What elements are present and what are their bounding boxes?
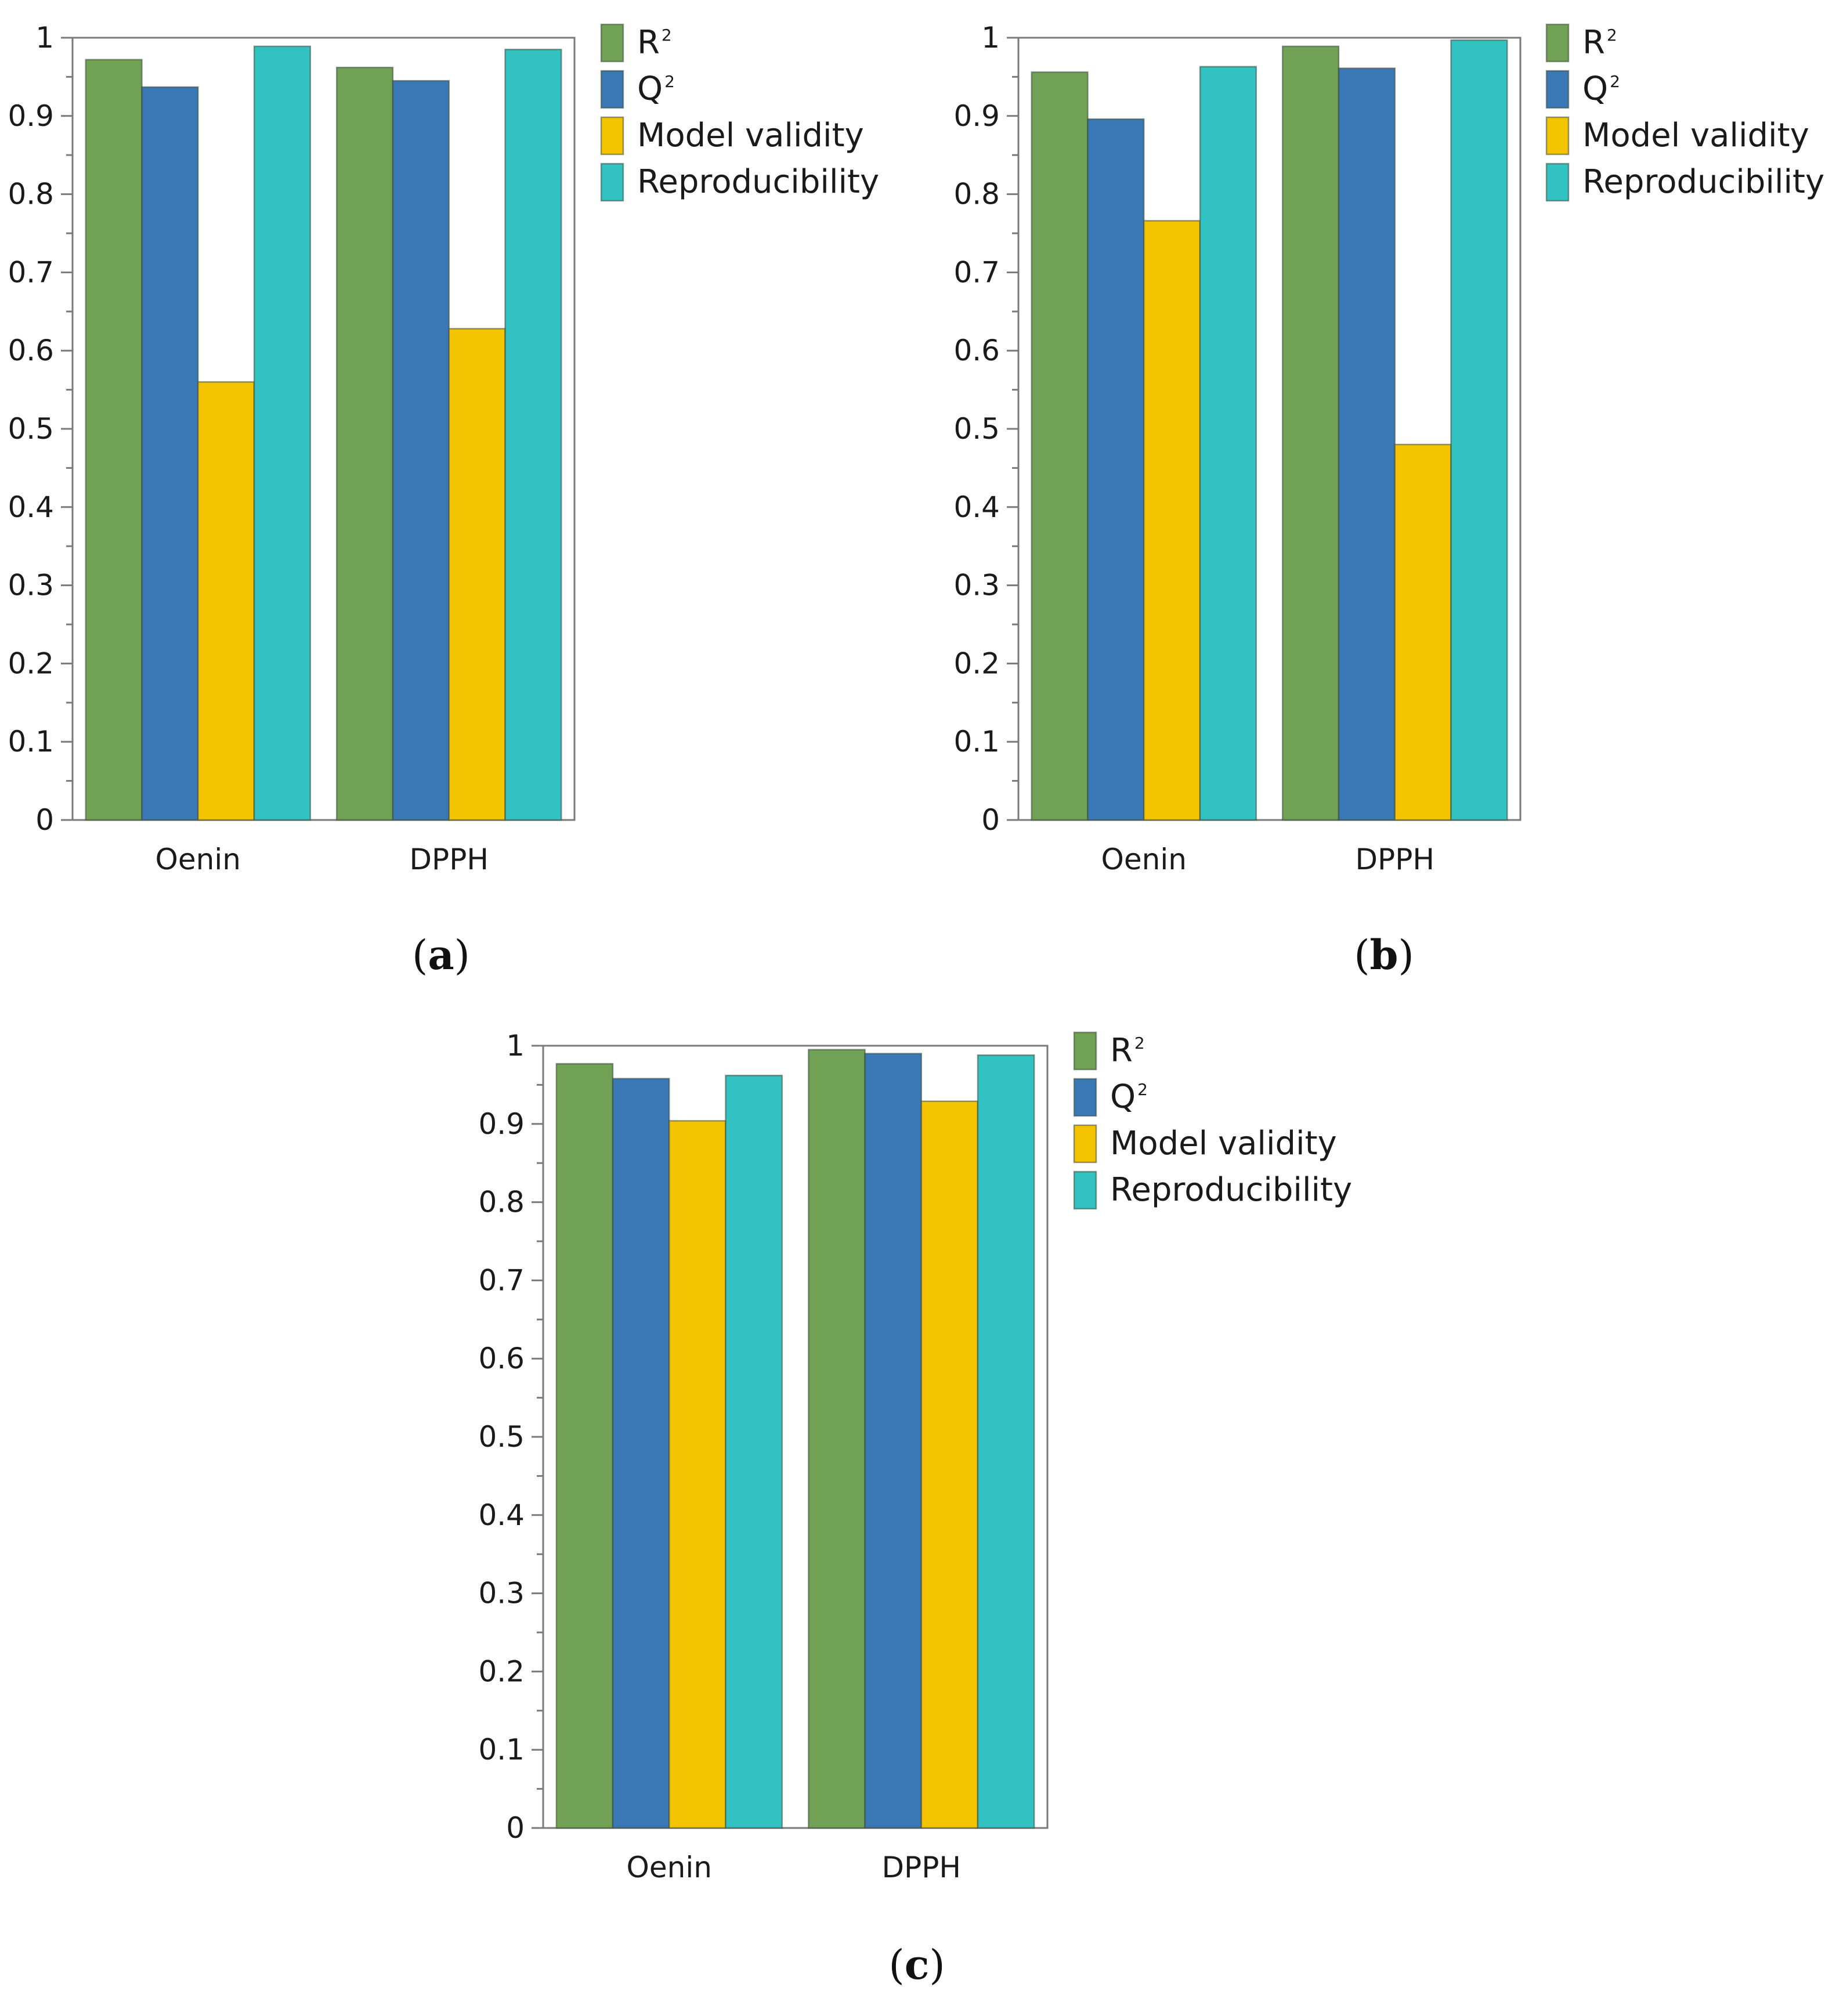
bar-dpph-reproducibility <box>1450 39 1508 821</box>
bar-oenin-model-validity <box>1143 220 1201 821</box>
legend-swatch <box>1073 1124 1097 1164</box>
y-tick-label: 0.4 <box>8 490 54 524</box>
bar-dpph-model-validity <box>448 328 506 821</box>
bar-dpph-r2 <box>335 66 394 821</box>
legend-label: Reproducibility <box>637 163 879 201</box>
y-tick-label: 0.5 <box>953 412 1000 446</box>
legend-label: Reproducibility <box>1582 163 1824 201</box>
bar-oenin-q2 <box>612 1078 670 1829</box>
y-tick-label: 0.6 <box>953 334 1000 367</box>
y-tick-label: 0.1 <box>8 725 54 758</box>
x-category-label: Oenin <box>156 843 241 876</box>
legend-swatch <box>1545 23 1570 63</box>
chart-panel-a: 0 0.1 0.2 0.3 0.4 0.5 0.6 0.7 0.8 0.9 1 Oenin DPPH R 2… <box>8 21 879 979</box>
legend-swatch <box>1545 116 1570 156</box>
bar-oenin-reproducibility <box>1199 66 1257 821</box>
y-tick-label: 0.9 <box>478 1107 525 1141</box>
bar-dpph-model-validity <box>1394 443 1452 821</box>
y-tick-label: 0.8 <box>478 1186 525 1219</box>
y-tick-label: 0.2 <box>478 1654 525 1688</box>
bar-oenin-r2 <box>1031 71 1089 821</box>
legend-swatch <box>1073 1170 1097 1210</box>
legend-label: Model validity <box>1110 1125 1337 1162</box>
y-tick-label: 0.4 <box>478 1498 525 1532</box>
y-tick-label: 0.7 <box>478 1263 525 1297</box>
chart-panel-c: 0 0.1 0.2 0.3 0.4 0.5 0.6 0.7 0.8 0.9 1 Oenin DPPH R 2… <box>478 1029 1352 1989</box>
legend-swatch <box>600 162 624 202</box>
legend-label: Model validity <box>637 117 864 154</box>
bar-oenin-r2 <box>555 1063 614 1829</box>
panel-label: (c) <box>888 1941 945 1989</box>
legend-swatch <box>600 23 624 63</box>
y-tick-label: 0.9 <box>953 99 1000 133</box>
bar-oenin-model-validity <box>197 381 255 821</box>
y-tick-label: 0.7 <box>8 255 54 289</box>
y-tick-label: 1 <box>35 21 54 55</box>
y-tick-label: 0.3 <box>478 1577 525 1610</box>
y-tick-label: 0.2 <box>8 646 54 680</box>
bar-oenin-q2 <box>141 86 199 821</box>
y-tick-label: 0.6 <box>8 334 54 367</box>
panel-label: (b) <box>1354 931 1414 979</box>
bar-oenin-reproducibility <box>253 45 312 821</box>
y-tick-label: 0.7 <box>953 255 1000 289</box>
y-tick-label: 0.1 <box>478 1733 525 1766</box>
panel-label: (a) <box>412 931 470 979</box>
bar-dpph-q2 <box>392 80 450 821</box>
y-tick-label: 1 <box>981 21 1000 55</box>
y-tick-label: 0 <box>506 1811 525 1845</box>
y-tick-label: 0.4 <box>953 490 1000 524</box>
legend-swatch <box>1545 70 1570 109</box>
bar-dpph-model-validity <box>920 1100 979 1829</box>
legend-swatch <box>1073 1031 1097 1071</box>
bar-dpph-r2 <box>808 1049 866 1829</box>
x-category-label: Oenin <box>627 1851 712 1884</box>
bar-oenin-reproducibility <box>725 1074 783 1829</box>
bar-oenin-model-validity <box>668 1120 727 1829</box>
y-tick-label: 0.3 <box>953 569 1000 602</box>
legend-swatch <box>1545 162 1570 202</box>
bar-dpph-r2 <box>1281 45 1340 821</box>
y-tick-label: 0.5 <box>478 1420 525 1454</box>
y-tick-label: 0.2 <box>953 646 1000 680</box>
legend-label: Model validity <box>1582 117 1809 154</box>
y-tick-label: 0 <box>35 803 54 837</box>
y-tick-label: 0.9 <box>8 99 54 133</box>
y-tick-label: 0.8 <box>8 178 54 211</box>
bar-dpph-reproducibility <box>977 1054 1035 1829</box>
x-category-label: DPPH <box>1356 843 1434 876</box>
bar-dpph-q2 <box>864 1053 923 1829</box>
legend-swatch <box>600 70 624 109</box>
y-tick-label: 0.3 <box>8 569 54 602</box>
x-category-label: DPPH <box>882 1851 961 1884</box>
bar-dpph-reproducibility <box>504 48 562 821</box>
y-tick-label: 1 <box>506 1029 525 1063</box>
y-tick-label: 0.5 <box>8 412 54 446</box>
chart-panel-b: 0 0.1 0.2 0.3 0.4 0.5 0.6 0.7 0.8 0.9 1 Oenin DPPH R 2… <box>953 21 1824 979</box>
legend-swatch <box>600 116 624 156</box>
bar-oenin-r2 <box>85 59 143 821</box>
y-tick-label: 0.6 <box>478 1342 525 1375</box>
x-category-label: Oenin <box>1101 843 1187 876</box>
y-tick-label: 0.1 <box>953 725 1000 758</box>
bar-oenin-q2 <box>1087 118 1145 821</box>
x-category-label: DPPH <box>410 843 489 876</box>
y-tick-label: 0 <box>981 803 1000 837</box>
legend-label: Reproducibility <box>1110 1171 1352 1209</box>
bar-dpph-q2 <box>1338 67 1396 821</box>
y-tick-label: 0.8 <box>953 178 1000 211</box>
legend-swatch <box>1073 1078 1097 1117</box>
